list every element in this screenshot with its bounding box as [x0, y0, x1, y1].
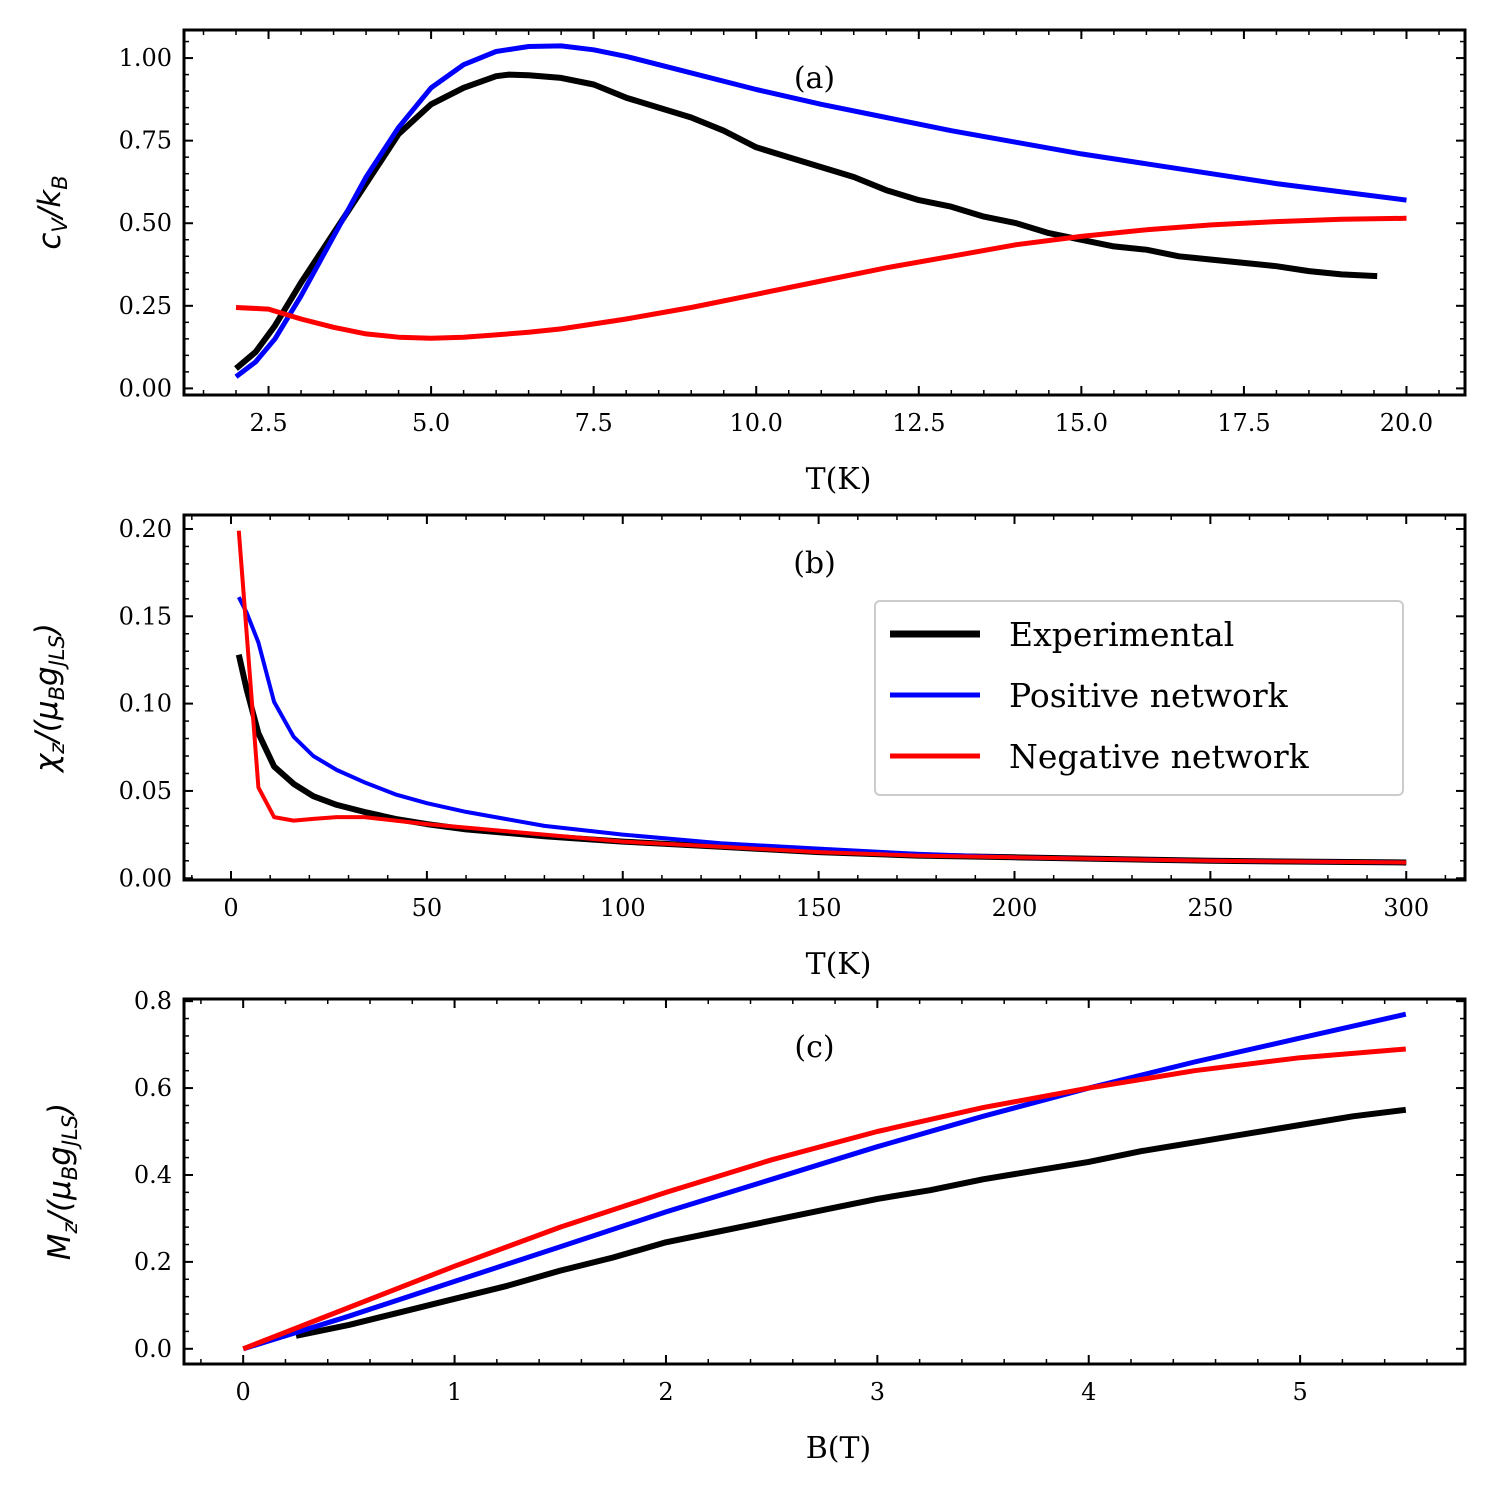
y-tick-label: 0.00	[119, 864, 172, 892]
x-tick-label: 100	[600, 894, 646, 922]
x-axis-label: T(K)	[806, 947, 872, 982]
y-axis-label: cV/kB	[32, 175, 72, 249]
x-tick-label: 250	[1187, 894, 1233, 922]
axes-frame	[182, 997, 1467, 1366]
x-axis-label: B(T)	[806, 1431, 871, 1466]
x-tick-label: 12.5	[892, 409, 945, 437]
y-tick-label: 0.10	[119, 690, 172, 718]
series-line-negative-network	[236, 530, 1407, 865]
y-tick-label: 0.6	[134, 1074, 172, 1102]
legend-label: Positive network	[1009, 676, 1289, 715]
y-tick-label: 0.15	[119, 602, 172, 630]
y-tick-label: 0.8	[134, 987, 172, 1015]
x-tick-label: 5.0	[412, 409, 450, 437]
x-tick-label: 300	[1383, 894, 1429, 922]
x-tick-label: 15.0	[1055, 409, 1108, 437]
x-tick-label: 10.0	[730, 409, 783, 437]
series-line-positive-network	[234, 43, 1407, 379]
y-tick-label: 0.2	[134, 1248, 172, 1276]
x-tick-label: 50	[412, 894, 443, 922]
y-tick-label: 1.00	[119, 44, 172, 72]
x-tick-label: 2.5	[249, 409, 287, 437]
panel-label: (c)	[794, 1030, 834, 1065]
y-tick-label: 0.20	[119, 515, 172, 543]
panel-c: 0 1 2 3 4 5 0.0 0.2 0.4 0.6 0.8 B(T) Mz/(μBgJLS) (c)	[42, 987, 1467, 1466]
y-tick-label: 0.05	[119, 777, 172, 805]
y-tick-label: 0.00	[119, 374, 172, 402]
y-tick-label: 0.75	[119, 127, 172, 155]
x-tick-label: 1	[447, 1378, 462, 1406]
x-tick-label: 17.5	[1217, 409, 1270, 437]
series-line-positive-network	[242, 1011, 1407, 1352]
x-tick-label: 4	[1081, 1378, 1096, 1406]
x-tick-label: 0	[223, 894, 238, 922]
x-tick-label: 2	[658, 1378, 673, 1406]
x-tick-label: 150	[796, 894, 842, 922]
y-axis-label: χz/(μBgJLS)	[29, 623, 69, 774]
x-tick-label: 7.5	[575, 409, 613, 437]
y-tick-label: 0.0	[134, 1335, 172, 1363]
panel-b: 0 50 100 150 200 250 300 0.00 0.05 0.10 0.15 0.20 T(…	[29, 513, 1467, 982]
panel-a: 2.5 5.0 7.5 10.0 12.5 15.0 17.5 20.0 0.00 0.25 0.5…	[32, 28, 1467, 497]
y-tick-label: 0.25	[119, 292, 172, 320]
x-tick-label: 5	[1292, 1378, 1307, 1406]
series-line-experimental	[295, 1106, 1407, 1339]
x-tick-label: 3	[870, 1378, 885, 1406]
y-tick-label: 0.4	[134, 1161, 172, 1189]
series-line-negative-network	[235, 215, 1407, 341]
legend: Experimental Positive network Negative net…	[874, 600, 1404, 796]
x-tick-label: 0	[236, 1378, 251, 1406]
legend-label: Negative network	[1009, 737, 1310, 776]
y-tick-label: 0.50	[119, 209, 172, 237]
axes-frame	[182, 28, 1467, 397]
panel-label: (a)	[794, 61, 835, 96]
panel-label: (b)	[793, 546, 836, 581]
axes-frame	[182, 513, 1467, 882]
legend-label: Experimental	[1009, 615, 1234, 654]
series-line-experimental	[234, 71, 1378, 371]
series-line-negative-network	[242, 1046, 1407, 1352]
y-axis-label: Mz/(μBgJLS)	[42, 1103, 82, 1261]
x-axis-label: T(K)	[806, 462, 872, 497]
x-tick-label: 200	[992, 894, 1038, 922]
x-tick-label: 20.0	[1380, 409, 1433, 437]
series-line-positive-network	[237, 596, 1407, 865]
